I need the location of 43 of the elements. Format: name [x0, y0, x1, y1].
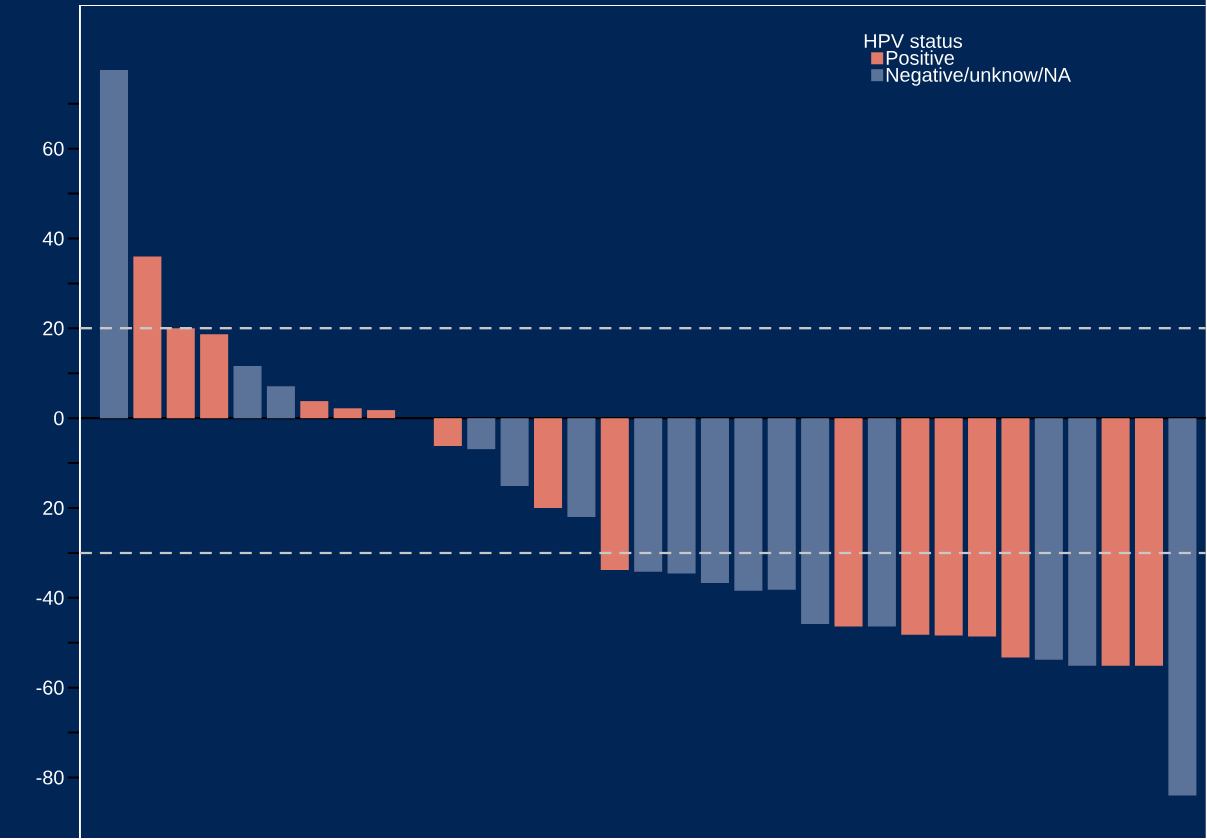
y-tick-label: 40: [42, 231, 64, 246]
bar: [1134, 418, 1164, 666]
y-tick-label: 20: [43, 321, 64, 336]
bar: [834, 418, 863, 627]
bar: [634, 418, 663, 572]
y-tick-label: 0: [54, 411, 64, 426]
y-tick-label: -40: [36, 590, 64, 605]
bar: [233, 366, 262, 419]
bar: [534, 418, 563, 508]
y-tick-label: 20: [43, 500, 64, 515]
bar: [166, 328, 195, 419]
bar: [500, 418, 529, 486]
bar: [467, 418, 496, 450]
bar: [433, 418, 462, 446]
bar: [901, 418, 930, 635]
legend-title: HPV status: [864, 34, 963, 48]
y-tick-label: -60: [36, 680, 64, 695]
legend-label: Negative/unknow/NA: [886, 67, 1071, 86]
bar: [200, 334, 229, 419]
bar: [1001, 418, 1030, 658]
bar: [1034, 418, 1063, 660]
bar: [1068, 418, 1097, 666]
bar: [333, 408, 362, 419]
bar: [867, 418, 896, 627]
bar: [133, 256, 162, 419]
bar: [801, 418, 830, 624]
bar: [99, 70, 128, 419]
bar: [934, 418, 963, 636]
bar: [266, 386, 295, 419]
bar: [667, 418, 696, 574]
bar: [300, 401, 329, 419]
bar: [968, 418, 997, 637]
bar: [767, 418, 796, 590]
bar: [600, 418, 629, 570]
bar: [567, 418, 596, 517]
bar: [734, 418, 763, 591]
bar: [367, 410, 396, 419]
y-tick-label: 60: [43, 141, 64, 156]
bar: [1101, 418, 1130, 666]
legend-label: Positive: [886, 50, 954, 65]
bar: [700, 418, 729, 583]
y-tick-label: -80: [36, 770, 64, 785]
bar: [1168, 418, 1197, 796]
